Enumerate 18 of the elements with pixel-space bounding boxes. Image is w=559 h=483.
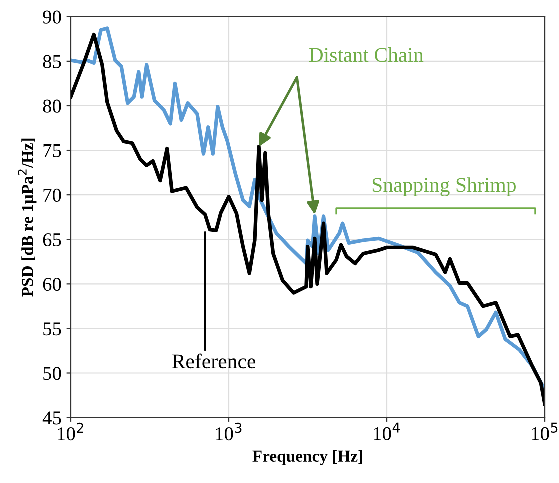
- annotation: Snapping Shrimp: [372, 178, 516, 197]
- annotation: Distant Chain: [309, 48, 424, 62]
- x-tick-label: 10$^{3}$: [216, 422, 242, 441]
- text: Reference: [172, 354, 256, 369]
- x-tick-label: 10$^{5}$: [532, 422, 558, 440]
- y-axis-title: PSD [dB re 1μPa$^{2}$/Hz]: [18, 138, 37, 297]
- y-tick-label: 65: [43, 233, 62, 247]
- y-tick-label: 55: [44, 322, 62, 336]
- y-tick-label: 45: [42, 412, 62, 425]
- x-axis-title: Frequency [Hz]: [252, 450, 362, 466]
- y-tick-label: 70: [44, 188, 62, 202]
- x-tick-label: 10$^{4}$: [374, 422, 400, 440]
- y-tick-label: 85: [43, 55, 62, 68]
- y-tick-label: 80: [43, 100, 62, 113]
- y-tick-label: 75: [44, 144, 62, 158]
- y-tick-label: 50: [44, 367, 62, 380]
- y-tick-label: 60: [43, 278, 62, 292]
- y-tick-label: 90: [43, 10, 62, 24]
